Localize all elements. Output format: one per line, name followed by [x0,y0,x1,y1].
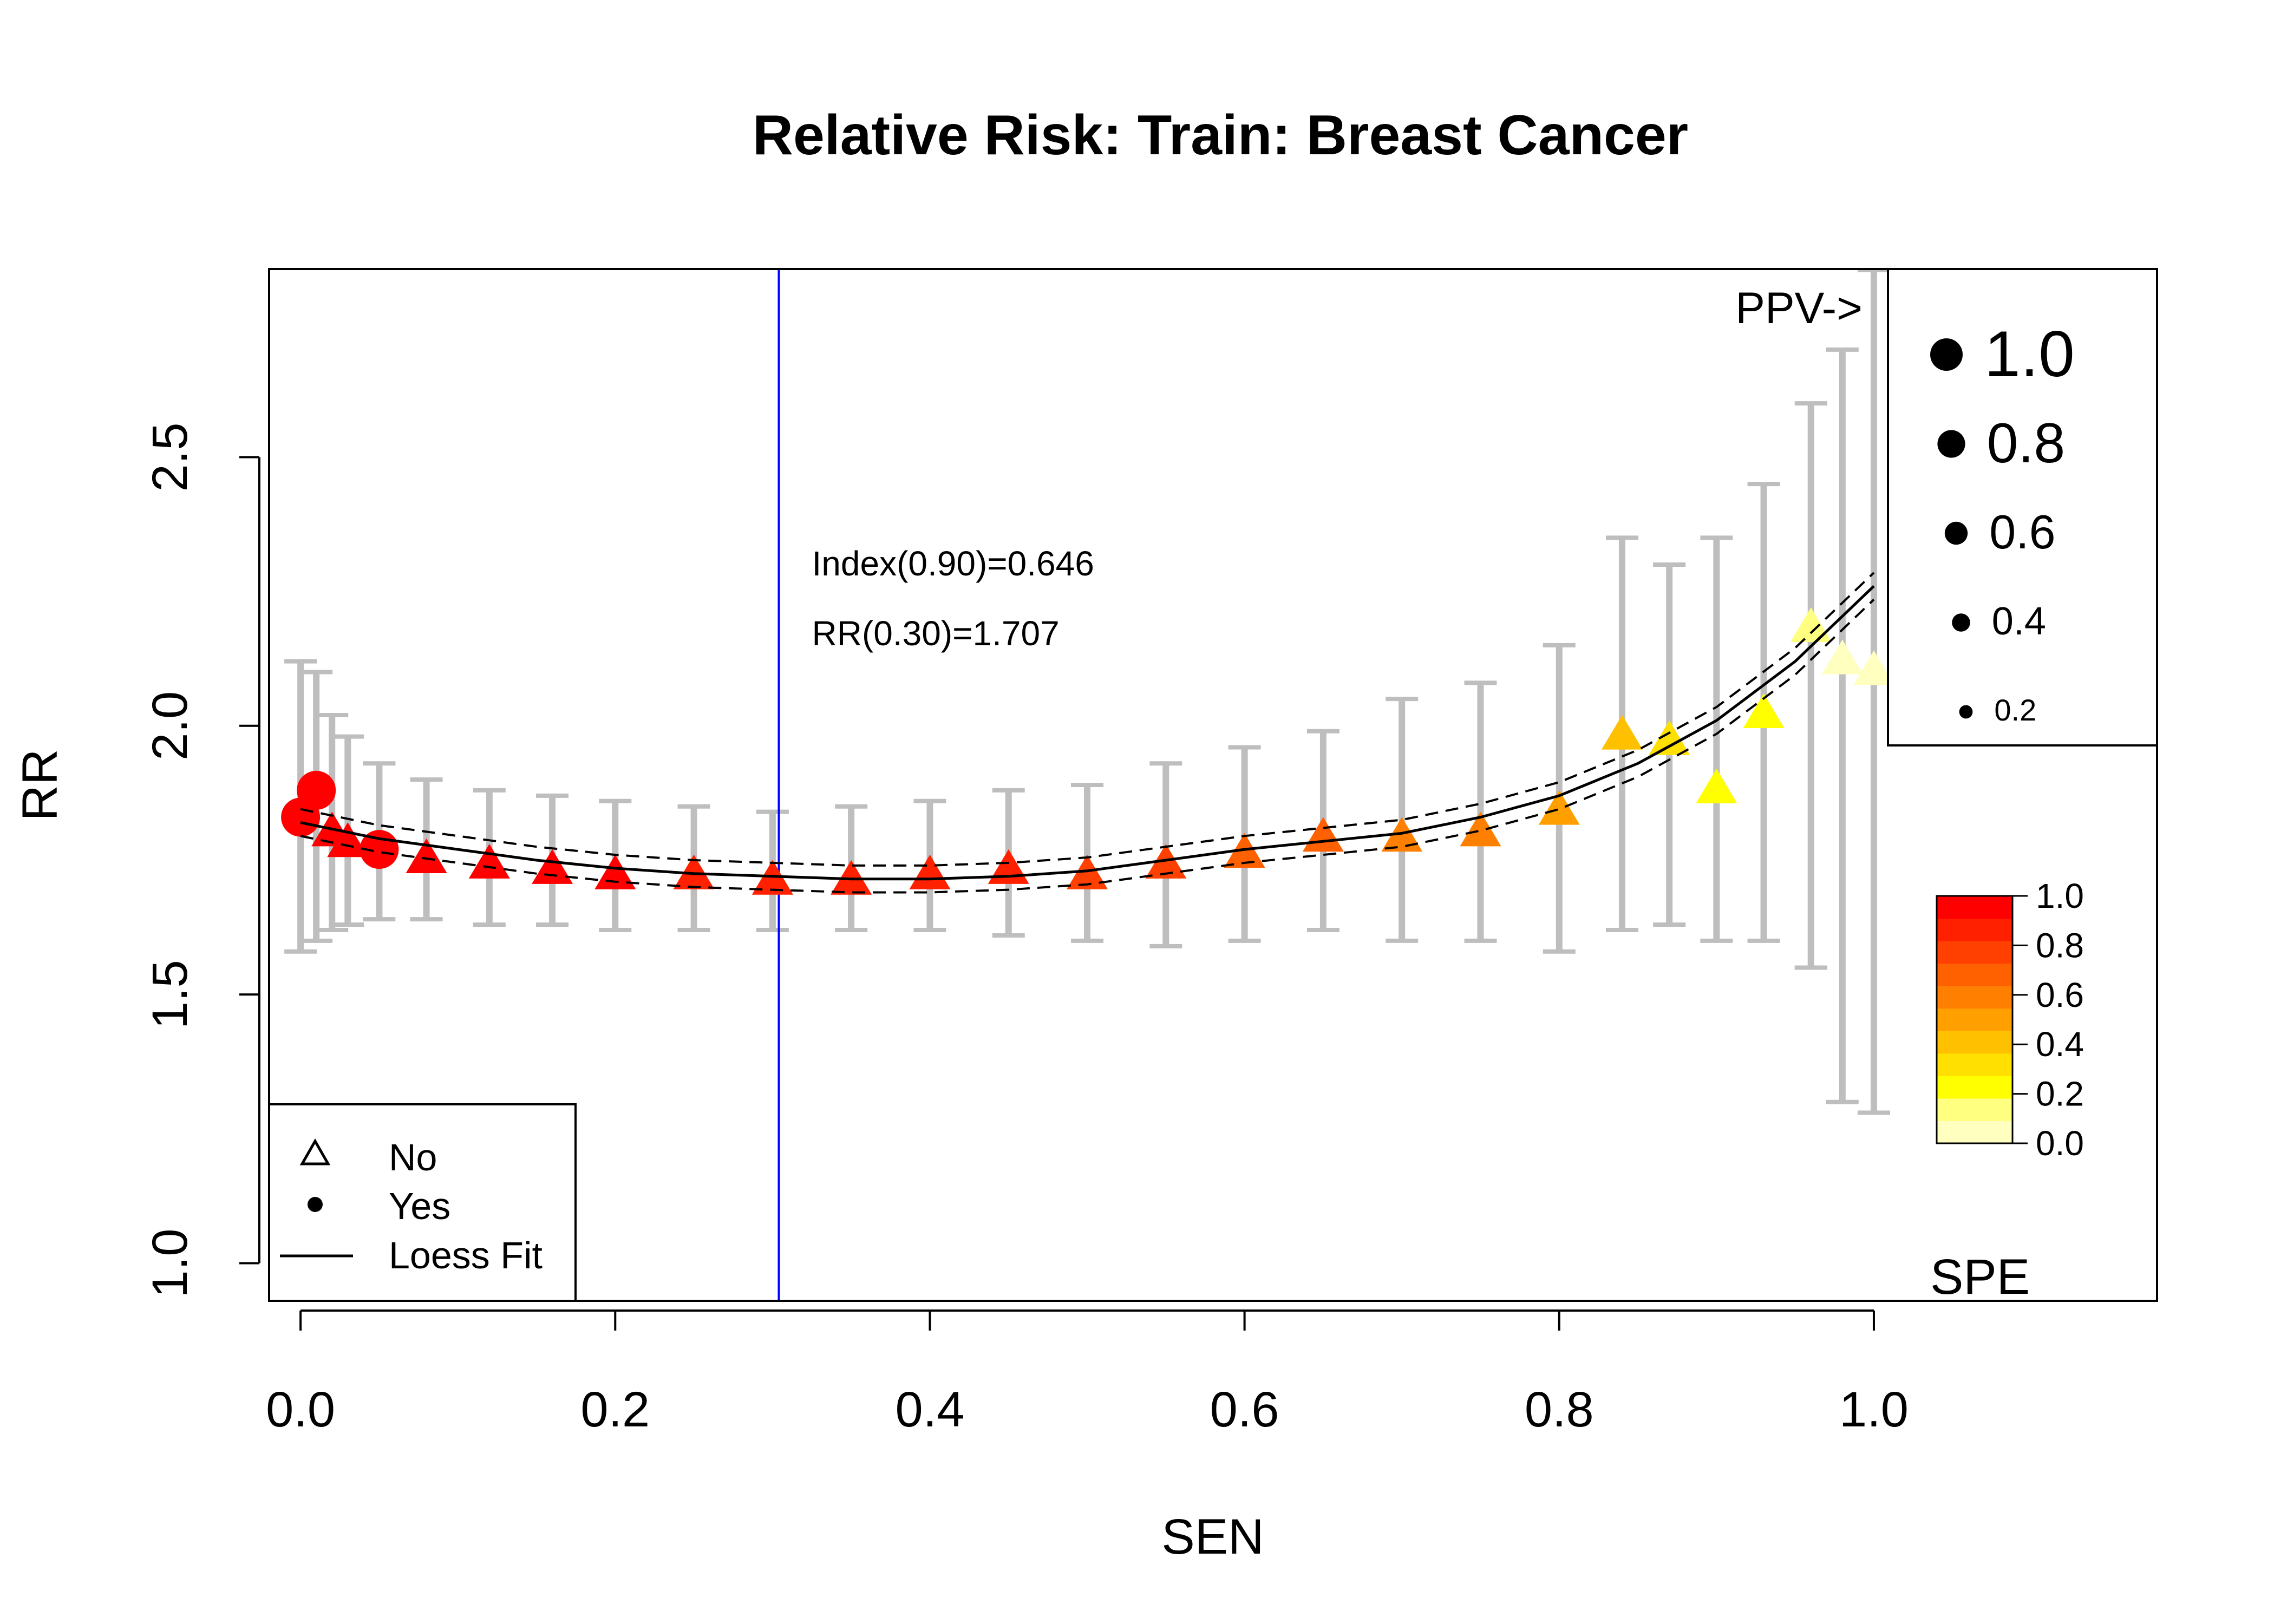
data-point-no [1460,811,1501,847]
data-point-no [1302,817,1344,852]
legend: No Yes Loess Fit [268,1103,577,1302]
y-tick-label: 1.0 [142,1229,198,1298]
ppv-legend: PPV-> 1.0 0.8 0.6 0.4 0.2 [1735,268,2158,746]
chart-title: Relative Risk: Train: Breast Cancer [753,104,1688,167]
annotation-text: RR(0.30)=1.707 [812,614,1060,653]
y-tick-label: 2.0 [142,691,198,761]
data-point-no [1696,768,1737,803]
color-bar-cell [1937,1121,2012,1144]
color-bar-ticks: 1.0 0.8 0.6 0.4 0.2 0.0 [2012,876,2084,1163]
data-point-no [1743,693,1785,728]
ppv-size-label: 0.8 [1987,412,2066,475]
color-bar-cell [1937,1053,2012,1076]
data-point-no [406,838,447,873]
data-point-no [468,843,510,879]
ppv-size-label: 0.6 [1989,505,2055,559]
x-tick-label: 0.0 [266,1382,335,1437]
color-bar-cell [1937,986,2012,1009]
color-bar-cells [1937,896,2012,1144]
plot-area: Index(0.90)=0.646 RR(0.30)=1.707 [281,269,1894,1301]
annotation-text: Index(0.90)=0.646 [812,544,1094,583]
ppv-size-dot [1937,430,1965,458]
x-tick-label: 1.0 [1839,1382,1909,1437]
legend-label-yes: Yes [389,1185,450,1227]
ppv-size-dot [1930,338,1963,371]
color-bar-tick-label: 0.6 [2036,975,2084,1014]
color-bar-frame [1936,895,2014,1144]
data-point-no [1602,715,1643,750]
color-bar-tick-label: 0.2 [2036,1075,2084,1114]
legend-label-no: No [389,1136,437,1178]
ppv-size-label: 0.4 [1992,600,2046,643]
legend-label-loess: Loess Fit [389,1234,543,1276]
data-point-no [673,854,715,889]
ppv-legend-entries: 1.0 0.8 0.6 0.4 0.2 [1930,318,2075,727]
x-tick-label: 0.6 [1210,1382,1279,1437]
color-bar-cell [1937,941,2012,964]
data-point-no [594,854,636,889]
color-bar-tick-label: 0.4 [2036,1025,2084,1064]
y-axis-label: RR [12,749,68,821]
loess-fit-line [300,585,1875,881]
data-point-no [909,854,951,889]
color-bar-label: SPE [1930,1249,2030,1305]
x-axis-label: SEN [1161,1509,1264,1564]
ppv-size-dot [1952,613,1970,632]
color-bar-cell [1937,1031,2012,1054]
ppv-size-label: 1.0 [1984,318,2075,390]
data-point-no [988,849,1029,884]
data-point-yes [297,770,336,810]
data-point-no [1853,650,1894,685]
color-bar-tick-label: 0.0 [2036,1124,2084,1163]
x-axis: 0.0 0.2 0.4 0.6 0.8 1.0 [266,1309,1909,1437]
ppv-size-dot [1944,521,1968,545]
ppv-size-label: 0.2 [1994,693,2036,727]
x-tick-label: 0.2 [580,1382,650,1437]
ppv-legend-title: PPV-> [1735,284,1863,333]
color-bar-cell [1937,1008,2012,1031]
y-axis: 1.0 1.5 2.0 2.5 [142,422,260,1298]
x-tick-label: 0.8 [1525,1382,1594,1437]
color-bar-cell [1937,1098,2012,1121]
loess-upper-band [300,572,1875,867]
data-point-no [1790,607,1832,643]
ppv-size-dot [1959,705,1973,719]
data-point-no [1649,720,1690,755]
data-point-no [1821,639,1863,675]
color-bar-cell [1937,896,2012,919]
spe-color-bar: 1.0 0.8 0.6 0.4 0.2 0.0 SPE [1930,876,2084,1305]
loess-lower-band [300,599,1875,894]
x-tick-label: 0.4 [895,1382,964,1437]
data-point-no [1538,790,1580,825]
data-point-no [327,822,369,857]
data-point-no [831,860,872,895]
y-tick-label: 2.5 [142,422,198,492]
y-tick-label: 1.5 [142,960,198,1029]
legend-dot-symbol [308,1197,323,1212]
plot-frame [268,268,2158,1302]
data-point-no [532,849,573,884]
color-bar-cell [1937,963,2012,986]
color-bar-cell [1937,918,2012,941]
color-bar-cell [1937,1076,2012,1099]
legend-triangle-symbol [299,1138,331,1165]
color-bar-tick-label: 0.8 [2036,926,2084,965]
color-bar-tick-label: 1.0 [2036,876,2084,915]
